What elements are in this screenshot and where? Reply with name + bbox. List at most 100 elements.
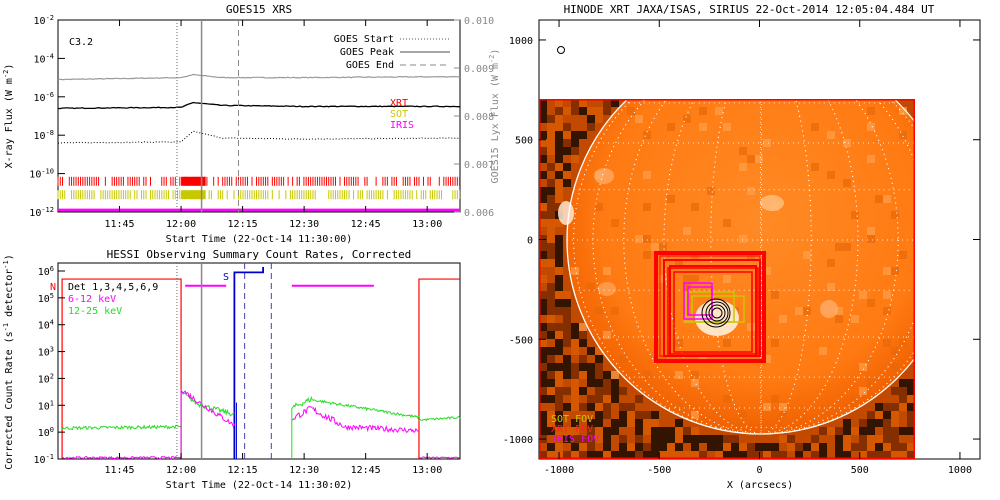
xrt-noise-block — [595, 427, 603, 435]
xrt-noise-block — [547, 235, 555, 243]
goes-y2tick-label-2: 0.008 — [464, 112, 494, 123]
goes-series-dotted — [57, 130, 461, 144]
xrt-disk-block — [827, 171, 835, 179]
xrt-noise-block — [659, 427, 667, 435]
hessi-legend: Det 1,3,4,5,6,9 6-12 keV 12-25 keV — [68, 282, 158, 317]
xrt-noise-block — [659, 443, 667, 451]
xrt-noise-block — [563, 179, 571, 187]
goes-legend: GOES Start GOES Peak GOES End — [334, 34, 450, 71]
xrt-noise-block — [555, 371, 563, 379]
xrt-xlabel: X (arcsecs) — [727, 480, 793, 491]
xrt-noise-block — [555, 163, 563, 171]
xrt-noise-block — [579, 435, 587, 443]
xrt-disk-block — [867, 387, 875, 395]
xrt-disk-block — [827, 131, 835, 139]
xrt-noise-block — [563, 139, 571, 147]
xrt-y-axis: 1000 500 0 -500 -1000 — [503, 36, 980, 446]
xrt-noise-block — [555, 179, 563, 187]
xrt-disk-block — [675, 403, 683, 411]
xrt-noise-block — [547, 299, 555, 307]
xrt-noise-block — [867, 451, 875, 459]
hessi-night-flag-1 — [61, 278, 182, 459]
xrt-disk-block — [611, 219, 619, 227]
xrt-disk-block — [867, 107, 875, 115]
xrt-noise-block — [571, 363, 579, 371]
xrt-noise-block — [563, 403, 571, 411]
xrt-noise-block — [571, 339, 579, 347]
xrt-noise-block — [571, 99, 579, 107]
xrt-noise-block — [619, 387, 627, 395]
xrt-noise-block — [675, 451, 683, 459]
xrt-noise-block — [619, 403, 627, 411]
xrt-noise-block — [699, 451, 707, 459]
xrt-noise-block — [579, 339, 587, 347]
xrt-noise-block — [547, 331, 555, 339]
xrt-noise-block — [619, 411, 627, 419]
xrt-noise-block — [787, 435, 795, 443]
xrt-noise-block — [859, 435, 867, 443]
xrt-noise-block — [891, 419, 899, 427]
xrt-noise-block — [731, 443, 739, 451]
xrt-noise-block — [827, 427, 835, 435]
xrt-noise-block — [691, 427, 699, 435]
xrt-noise-block — [555, 275, 563, 283]
goes-legend-peak: GOES Peak — [340, 47, 394, 58]
xrt-noise-block — [603, 371, 611, 379]
xrt-noise-block — [563, 371, 571, 379]
xrt-disk-block — [851, 395, 859, 403]
hessi-magenta-seg-1 — [180, 390, 198, 404]
xrt-noise-block — [867, 411, 875, 419]
xrt-noise-block — [883, 403, 891, 411]
xrt-noise-block — [907, 419, 915, 427]
xrt-noise-block — [539, 363, 547, 371]
xrt-noise-block — [555, 131, 563, 139]
xrt-disk-block — [891, 267, 899, 275]
hessi-legend-12-25: 12-25 keV — [68, 306, 122, 317]
xrt-disk-block — [851, 211, 859, 219]
xrt-noise-block — [587, 403, 595, 411]
xrt-noise-block — [539, 323, 547, 331]
xrt-noise-block — [859, 443, 867, 451]
xrt-noise-block — [571, 451, 579, 459]
goes-ytick-label-0: 10-2 — [34, 14, 54, 27]
xrt-noise-block — [555, 219, 563, 227]
xrt-noise-block — [907, 403, 915, 411]
xrt-noise-block — [899, 403, 907, 411]
xrt-noise-block — [595, 411, 603, 419]
xrt-disk-block — [699, 123, 707, 131]
xrt-noise-block — [563, 435, 571, 443]
xrt-disk-block — [675, 259, 683, 267]
goes-instrument-legend: XRT SOT IRIS — [390, 98, 414, 131]
xrt-noise-block — [547, 251, 555, 259]
xrt-noise-block — [539, 139, 547, 147]
xrt-disk-block — [883, 267, 891, 275]
xrt-noise-block — [667, 435, 675, 443]
xrt-disk-block — [587, 283, 595, 291]
goes-xtick-label-2: 12:15 — [228, 219, 258, 230]
xrt-noise-block — [627, 443, 635, 451]
xrt-disk-block — [739, 147, 747, 155]
xrt-noise-block — [643, 451, 651, 459]
xrt-noise-block — [683, 427, 691, 435]
xrt-noise-block — [603, 451, 611, 459]
xrt-noise-block — [651, 419, 659, 427]
xrt-noise-block — [547, 363, 555, 371]
goes-y2-axis: 0.006 0.007 0.008 0.009 0.010 — [454, 16, 494, 219]
xrt-noise-block — [547, 411, 555, 419]
goes-xrt-block — [181, 176, 206, 186]
xrt-noise-block — [587, 123, 595, 131]
xrt-noise-block — [587, 451, 595, 459]
xrt-noise-block — [563, 331, 571, 339]
xrt-noise-block — [635, 435, 643, 443]
xrt-disk-block — [643, 203, 651, 211]
xrt-disk-block — [763, 403, 771, 411]
xrt-noise-block — [611, 379, 619, 387]
xrt-noise-block — [723, 451, 731, 459]
xrt-disk-block — [683, 115, 691, 123]
xrt-disk-block — [595, 307, 603, 315]
goes-legend-iris: IRIS — [390, 120, 414, 131]
bright-region-3 — [820, 300, 838, 318]
xrt-noise-block — [819, 443, 827, 451]
xrt-noise-block — [547, 443, 555, 451]
xrt-noise-block — [571, 403, 579, 411]
